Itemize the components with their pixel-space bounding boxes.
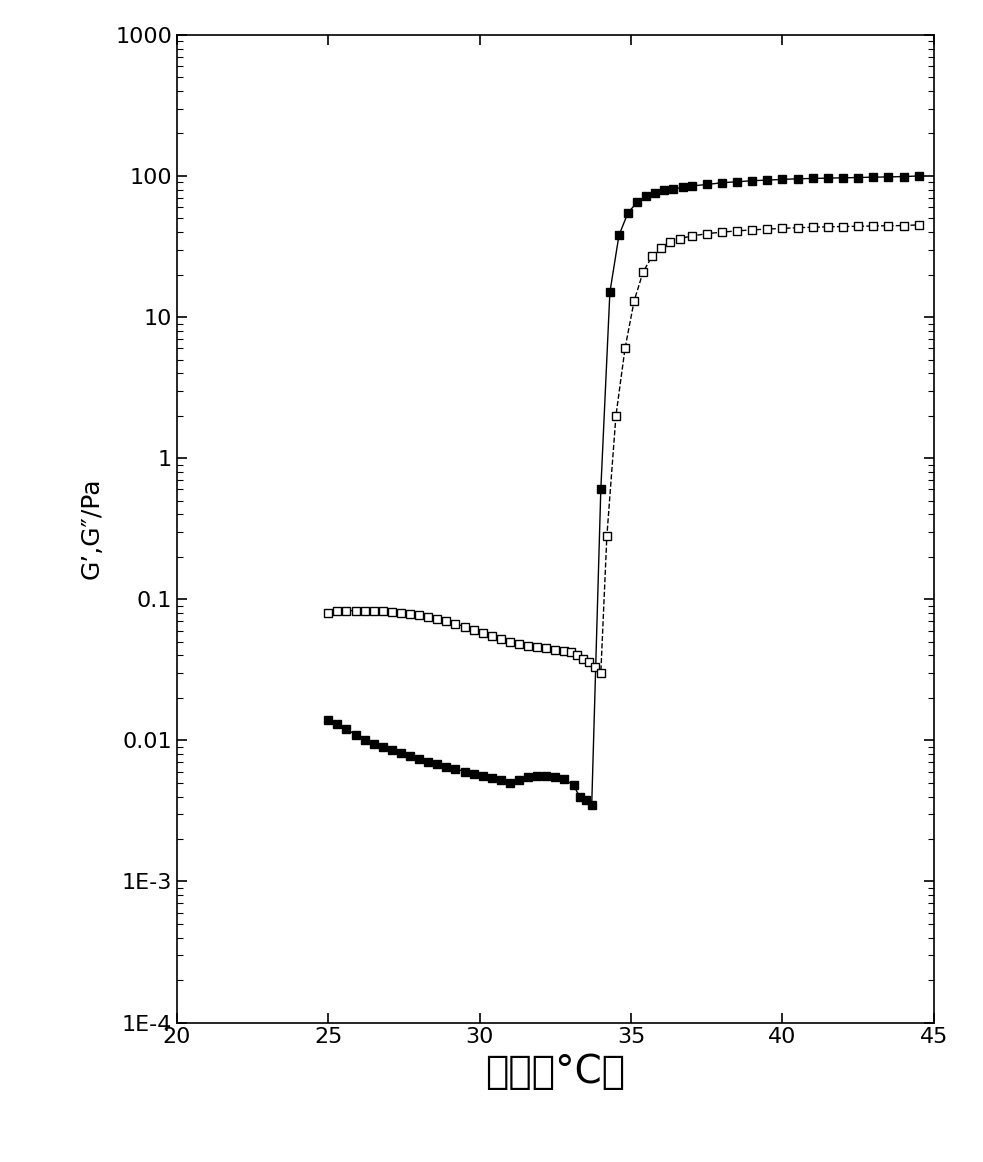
Y-axis label: G’,G″/Pa: G’,G″/Pa [80, 478, 104, 580]
X-axis label: 温度（°C）: 温度（°C） [486, 1053, 625, 1091]
